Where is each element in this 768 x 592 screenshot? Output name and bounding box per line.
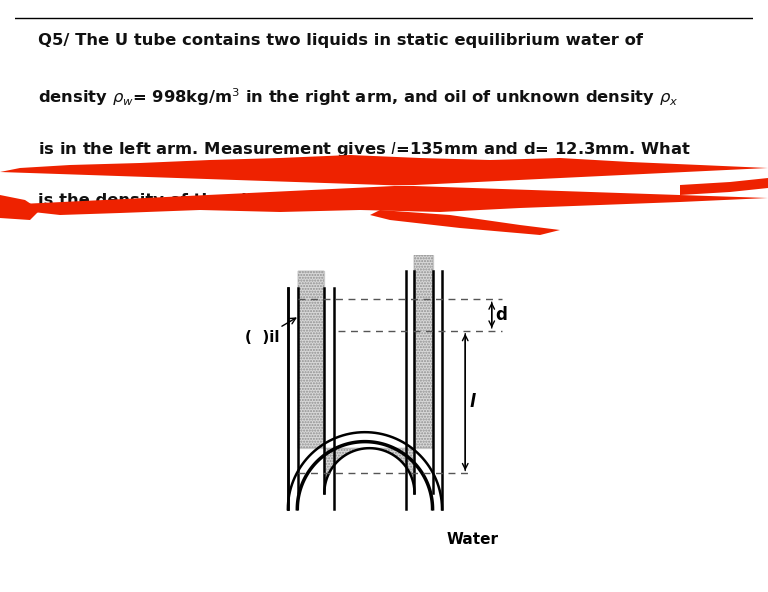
Text: Water: Water (447, 532, 499, 547)
Text: d: d (495, 306, 508, 324)
Polygon shape (0, 195, 40, 220)
Text: Q5/ The U tube contains two liquids in static equilibrium water of: Q5/ The U tube contains two liquids in s… (38, 33, 644, 47)
Polygon shape (415, 255, 433, 448)
Polygon shape (298, 271, 324, 448)
Text: l: l (469, 393, 475, 411)
Text: is in the left arm. Measurement gives $l$=135mm and d= 12.3mm. What: is in the left arm. Measurement gives $l… (38, 140, 691, 159)
Text: is the density of the oil?: is the density of the oil? (38, 193, 263, 208)
Polygon shape (680, 178, 768, 195)
Polygon shape (324, 448, 415, 493)
Text: (  )il: ( )il (245, 318, 296, 345)
Text: density $\rho_w$= 998kg/m$^3$ in the right arm, and oil of unknown density $\rho: density $\rho_w$= 998kg/m$^3$ in the rig… (38, 86, 679, 108)
Polygon shape (0, 155, 768, 215)
Polygon shape (370, 210, 560, 235)
